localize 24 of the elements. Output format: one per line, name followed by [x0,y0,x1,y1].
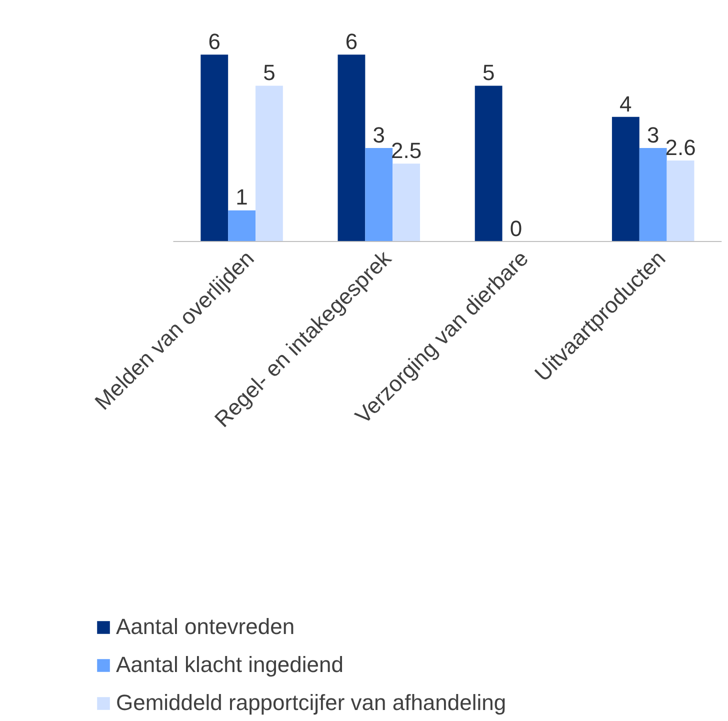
data-label: 5 [263,60,276,86]
data-label: 6 [208,29,221,54]
data-label: 1 [236,184,248,210]
legend-label: Gemiddeld rapportcijfer van afhandeling [116,690,506,716]
bar [228,210,256,242]
legend-label: Aantal klacht ingediend [116,652,344,678]
data-label: 2.5 [391,138,422,164]
bar [639,148,667,242]
data-label: 3 [646,122,660,148]
bar [200,54,228,242]
legend-label: Aantal ontevreden [116,614,295,640]
bar [338,54,366,242]
bar [392,164,420,242]
bar [256,86,283,242]
data-label: 3 [372,122,386,148]
data-label: 5 [482,60,495,86]
data-label: 0 [510,216,522,241]
data-label: 6 [345,29,358,54]
bar [666,160,694,242]
data-label: 4 [620,91,632,116]
bar [612,116,640,242]
bar [365,148,393,242]
bar [474,86,502,242]
data-label: 2.6 [665,134,696,160]
